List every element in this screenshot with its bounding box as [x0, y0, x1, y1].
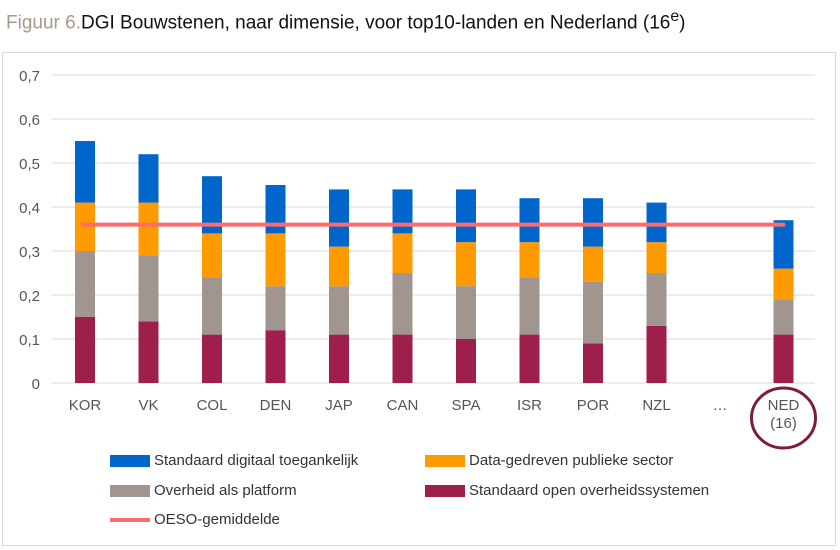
figure-number: Figuur 6.: [6, 12, 81, 34]
y-tick-label: 0,2: [19, 288, 40, 305]
legend-line: [110, 517, 150, 522]
bar-segment: [392, 233, 413, 273]
bar-segment: [138, 154, 159, 203]
bar-segment: [75, 202, 95, 251]
bar-segment: [646, 325, 667, 383]
title-suffix: ): [679, 12, 686, 34]
chart-frame: [2, 52, 836, 546]
bar-segment: [392, 189, 413, 234]
legend-label: Standaard open overheidssystemen: [469, 482, 710, 499]
y-tick-label: 0,4: [19, 200, 40, 217]
bar-segment: [773, 268, 794, 300]
bar-segment: [329, 286, 349, 335]
chart-title: Figuur 6.DGI Bouwstenen, naar dimensie, …: [6, 8, 686, 34]
x-tick-label: SPA: [452, 397, 481, 414]
legend-item-gray: Overheid als platform: [110, 482, 297, 499]
bar-segment: [583, 198, 603, 247]
legend-swatch: [425, 454, 465, 467]
x-tick-label: VK: [138, 397, 158, 414]
x-tick-label: NZL: [642, 397, 670, 414]
highlight-circle: [750, 386, 817, 450]
bar-segment: [392, 334, 413, 383]
x-tick-label: CAN: [387, 397, 419, 414]
bar-segment: [202, 233, 222, 278]
legend-label: OESO-gemiddelde: [154, 511, 280, 528]
legend-item-orange: Data-gedreven publieke sector: [425, 452, 673, 469]
bar-segment: [265, 330, 286, 383]
y-tick-label: 0: [32, 376, 40, 393]
legend-swatch: [110, 454, 150, 467]
x-tick-label: JAP: [325, 397, 353, 414]
bar-segment: [583, 343, 603, 383]
title-text: DGI Bouwstenen, naar dimensie, voor top1…: [80, 12, 671, 34]
bar-segment: [519, 198, 540, 243]
bar-segment: [265, 185, 286, 234]
x-tick-label: DEN: [260, 397, 292, 414]
y-tick-label: 0,1: [19, 332, 40, 349]
bar-segment: [202, 334, 222, 383]
y-tick-label: 0,3: [19, 244, 40, 261]
bar-segment: [75, 317, 95, 383]
x-tick-label: COL: [197, 397, 228, 414]
bar-segment: [265, 233, 286, 287]
bar-segment: [138, 321, 159, 383]
x-tick-label: POR: [577, 397, 610, 414]
legend-item-red: Standaard open overheidssystemen: [425, 482, 709, 499]
bar-segment: [519, 334, 540, 383]
legend-item-oeso: OESO-gemiddelde: [110, 511, 280, 528]
title-sup: e: [670, 8, 680, 25]
bar-segment: [773, 334, 794, 383]
x-tick-label: (16): [770, 415, 797, 432]
bar-segment: [456, 242, 476, 287]
legend-label: Overheid als platform: [154, 482, 297, 499]
bar-segment: [773, 299, 794, 335]
bar-segment: [202, 277, 222, 335]
legend-label: Data-gedreven publieke sector: [469, 452, 674, 469]
y-tick-label: 0,7: [19, 68, 40, 85]
bar-segment: [646, 242, 667, 273]
x-tick-label: NED: [768, 397, 800, 414]
bar-segment: [519, 242, 540, 278]
bar-segment: [329, 334, 349, 383]
x-tick-label: KOR: [69, 397, 102, 414]
bar-segment: [202, 176, 222, 234]
bar-segment: [138, 255, 159, 322]
x-tick-label: …: [713, 397, 728, 414]
x-tick-label: ISR: [517, 397, 542, 414]
bar-segment: [583, 281, 603, 344]
y-tick-label: 0,6: [19, 112, 40, 129]
bar-segment: [519, 277, 540, 335]
bar-segment: [75, 251, 95, 317]
bar-segment: [456, 189, 476, 243]
bar-segment: [265, 286, 286, 331]
bar-segment: [456, 286, 476, 339]
bar-segment: [456, 339, 476, 383]
legend-swatch: [110, 484, 150, 497]
legend-item-blue: Standaard digitaal toegankelijk: [110, 452, 358, 469]
bar-segment: [329, 246, 349, 287]
bar-segment: [138, 202, 159, 256]
y-tick-label: 0,5: [19, 156, 40, 173]
bar-segment: [75, 141, 95, 203]
bar-segment: [583, 246, 603, 282]
bar-segment: [392, 273, 413, 335]
legend-swatch: [425, 484, 465, 497]
bar-segment: [773, 220, 794, 269]
bar-segment: [646, 273, 667, 326]
bar-segment: [646, 202, 667, 243]
bar-segment: [329, 189, 349, 247]
legend-label: Standaard digitaal toegankelijk: [154, 452, 359, 469]
